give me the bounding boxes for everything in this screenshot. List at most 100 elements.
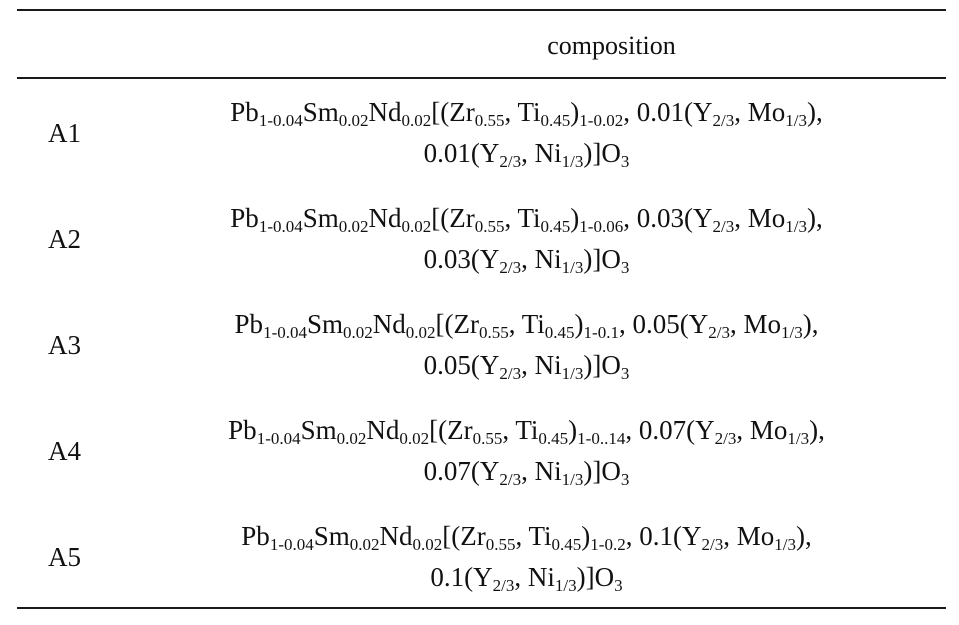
subscript: 2/3 (492, 576, 515, 595)
element-text: ), (809, 415, 825, 445)
element-text: Nd (366, 415, 400, 445)
element-text: Sm (302, 203, 339, 233)
subscript: 1/3 (554, 576, 577, 595)
subscript: 2/3 (499, 258, 522, 277)
subscript: 1/3 (785, 111, 807, 130)
subscript: 0.55 (474, 217, 505, 236)
subscript: 0.02 (401, 217, 432, 236)
subscript: 2/3 (712, 111, 735, 130)
table-row: A2 Pb1-0.04Sm0.02Nd0.02[(Zr0.55, Ti0.45)1… (17, 194, 946, 284)
coefficient: 0.03 (423, 244, 471, 274)
element-text: , (618, 309, 633, 339)
subscript: 0.02 (412, 535, 443, 554)
composition-header: composition (547, 31, 676, 60)
formula-line-1: Pb1-0.04Sm0.02Nd0.02[(Zr0.55, Ti0.45)1-0… (147, 516, 906, 557)
subscript: 1-0.06 (579, 217, 624, 236)
coefficient: 0.1 (639, 521, 673, 551)
element-text: , Ti (504, 97, 541, 127)
subscript: 0.02 (349, 535, 380, 554)
table-header-rule (17, 77, 946, 79)
element-text: ) (570, 203, 580, 233)
element-text: ) (574, 309, 584, 339)
element-text: (Y (679, 309, 709, 339)
subscript: 1/3 (787, 429, 810, 448)
element-text: , Ni (521, 244, 562, 274)
element-text: , Ti (504, 203, 541, 233)
element-text: (Y (672, 521, 702, 551)
subscript: 1/3 (774, 535, 796, 554)
subscript: 0.45 (544, 323, 575, 342)
formula-line-2: 0.07(Y2/3, Ni1/3)]O3 (147, 451, 906, 492)
coefficient: 0.07 (638, 415, 687, 445)
sample-id: A2 (48, 224, 81, 254)
subscript: 0.45 (540, 217, 571, 236)
element-text: , Mo (723, 521, 775, 551)
coefficient: 0.1 (430, 562, 465, 592)
element-text: )]O (583, 456, 621, 486)
table-row: A4 Pb1-0.04Sm0.02Nd0.02[(Zr0.55, Ti0.45)1… (17, 406, 946, 496)
element-text: , (623, 203, 637, 233)
element-text: Nd (368, 203, 402, 233)
formula-line-1: Pb1-0.04Sm0.02Nd0.02[(Zr0.55, Ti0.45)1-0… (147, 92, 906, 133)
element-text: Pb (234, 309, 264, 339)
subscript: 0.45 (551, 535, 582, 554)
subscript: 0.55 (472, 429, 503, 448)
subscript: 0.02 (338, 217, 369, 236)
element-text: , (625, 415, 639, 445)
element-text: (Y (470, 244, 500, 274)
subscript: 3 (614, 576, 623, 595)
element-text: ) (581, 521, 591, 551)
subscript: 0.45 (540, 111, 571, 130)
coefficient: 0.01 (423, 138, 471, 168)
table-row: A5 Pb1-0.04Sm0.02Nd0.02[(Zr0.55, Ti0.45)1… (17, 512, 946, 602)
subscript: 3 (620, 258, 630, 277)
element-text: , Mo (736, 415, 788, 445)
element-text: ), (802, 309, 819, 339)
sample-id: A1 (48, 118, 81, 148)
element-text: (Y (470, 350, 500, 380)
element-text: [(Zr (431, 97, 475, 127)
subscript: 1-0.04 (263, 323, 307, 342)
element-text: Sm (306, 309, 344, 339)
subscript: 0.02 (343, 323, 373, 342)
subscript: 1-0.02 (579, 111, 624, 130)
element-text: Nd (379, 521, 413, 551)
element-text: [(Zr (442, 521, 486, 551)
sample-id: A3 (48, 330, 81, 360)
coefficient: 0.03 (636, 203, 684, 233)
element-text: , Ti (508, 309, 545, 339)
subscript: 2/3 (499, 152, 522, 171)
composition-formula: Pb1-0.04Sm0.02Nd0.02[(Zr0.55, Ti0.45)1-0… (147, 516, 906, 598)
table-header: composition (17, 26, 946, 66)
composition-formula: Pb1-0.04Sm0.02Nd0.02[(Zr0.55, Ti0.45)1-0… (147, 92, 906, 174)
composition-formula: Pb1-0.04Sm0.02Nd0.02[(Zr0.55, Ti0.45)1-0… (147, 198, 906, 280)
subscript: 2/3 (499, 364, 522, 383)
element-text: (Y (683, 203, 713, 233)
element-text: Nd (368, 97, 402, 127)
subscript: 0.55 (478, 323, 509, 342)
element-text: , Ti (502, 415, 539, 445)
subscript: 0.02 (405, 323, 436, 342)
subscript: 1-0.2 (590, 535, 626, 554)
table-bottom-rule (17, 607, 946, 609)
subscript: 1-0.04 (269, 535, 314, 554)
element-text: (Y (686, 415, 715, 445)
sample-id: A5 (48, 542, 81, 572)
formula-line-1: Pb1-0.04Sm0.02Nd0.02[(Zr0.55, Ti0.45)1-0… (147, 198, 906, 239)
element-text: Sm (300, 415, 337, 445)
element-text: )]O (583, 138, 621, 168)
subscript: 3 (620, 152, 630, 171)
table-top-rule (17, 9, 946, 11)
coefficient: 0.05 (632, 309, 680, 339)
element-text: , (623, 97, 637, 127)
formula-line-2: 0.03(Y2/3, Ni1/3)]O3 (147, 239, 906, 280)
element-text: [(Zr (435, 309, 479, 339)
element-text: , Mo (734, 203, 786, 233)
subscript: 3 (620, 364, 630, 383)
composition-formula: Pb1-0.04Sm0.02Nd0.02[(Zr0.55, Ti0.45)1-0… (147, 304, 906, 386)
composition-formula: Pb1-0.04Sm0.02Nd0.02[(Zr0.55, Ti0.45)1-0… (147, 410, 906, 492)
subscript: 1-0.04 (258, 111, 303, 130)
subscript: 1-0..14 (577, 429, 626, 448)
subscript: 0.02 (338, 111, 369, 130)
element-text: )]O (583, 350, 621, 380)
